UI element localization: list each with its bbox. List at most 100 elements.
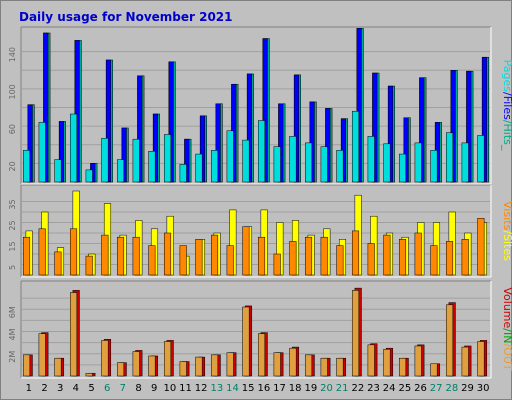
bar-kbytes-out	[367, 344, 375, 377]
bar-pages	[101, 137, 109, 183]
day-label: 25	[398, 383, 411, 394]
bar-visits	[430, 245, 438, 276]
legend-entry: Visits	[501, 201, 512, 230]
day-label: 29	[461, 383, 474, 394]
bar-pages	[477, 135, 485, 183]
day-label: 10	[163, 383, 176, 394]
legend-entry: Pages	[501, 60, 512, 93]
bar-pages	[22, 150, 31, 183]
day-label: 21	[336, 383, 349, 394]
bar-kbytes-out	[430, 363, 438, 377]
bar-files	[450, 70, 456, 183]
bar-kbytes-out	[273, 352, 281, 377]
legend-separator: /	[501, 92, 512, 96]
y-tick-label: 25	[8, 220, 17, 230]
panel-background	[21, 27, 491, 184]
bar-kbytes-out	[242, 306, 250, 377]
bar-pages	[148, 151, 156, 183]
bar-kbytes-out	[54, 357, 62, 377]
bar-pages	[304, 142, 313, 183]
bar-files	[152, 113, 159, 183]
bar-files	[27, 104, 33, 183]
y-tick-label: 60	[8, 124, 17, 134]
day-label: 16	[257, 383, 270, 394]
day-label: 3	[57, 383, 63, 394]
bar-pages	[430, 150, 438, 183]
y-tick-label: 140	[8, 47, 17, 62]
bar-kbytes-out	[85, 373, 93, 377]
bar-pages	[54, 159, 62, 183]
bar-visits	[320, 236, 328, 276]
bar-visits	[116, 236, 125, 276]
bar-kbytes-out	[69, 292, 78, 377]
chart-title: Daily usage for November 2021	[19, 10, 233, 24]
day-label: 2	[41, 383, 47, 394]
panel-background	[21, 281, 491, 378]
bar-files	[372, 72, 378, 183]
bar-visits	[163, 232, 172, 276]
bar-kbytes-out	[320, 357, 328, 377]
panel-visits: 5 15 25 35	[8, 184, 492, 278]
bar-visits	[367, 243, 375, 276]
day-label: 19	[304, 383, 317, 394]
day-label: 15	[242, 383, 255, 394]
bar-pages	[226, 130, 234, 183]
day-label: 22	[351, 383, 364, 394]
day-label: 12	[195, 383, 208, 394]
bar-files	[74, 40, 80, 183]
bar-pages	[273, 146, 281, 183]
bar-pages	[69, 113, 78, 183]
bar-files	[278, 103, 284, 183]
bar-visits	[257, 236, 266, 276]
bar-visits	[179, 245, 187, 276]
bar-pages	[398, 153, 407, 183]
bar-visits	[242, 226, 250, 276]
legend-separator: _	[501, 144, 512, 151]
day-label: 23	[367, 383, 380, 394]
bar-pages	[195, 153, 203, 183]
bar-kbytes-out	[132, 351, 140, 377]
bar-visits	[132, 236, 140, 276]
bar-visits	[351, 230, 360, 276]
bar-kbytes-out	[179, 361, 187, 377]
bar-visits	[22, 236, 31, 276]
bar-visits	[398, 239, 407, 276]
bar-files	[105, 59, 112, 183]
bar-pages	[163, 134, 172, 183]
bar-kbytes-out	[383, 349, 391, 377]
bar-pages	[257, 120, 266, 183]
bar-pages	[38, 122, 46, 183]
day-label: 14	[226, 383, 239, 394]
y-tick-label: 4M	[8, 328, 17, 340]
bar-files	[466, 70, 472, 183]
bar-pages	[210, 150, 219, 183]
bar-kbytes-out	[195, 356, 203, 377]
bar-visits	[461, 239, 469, 276]
day-label: 18	[289, 383, 302, 394]
day-labels: 1 2 3 4 5 6 7 8 9 10 11 12 13 14 15 16 17 18 19 20 21 22 23 24 2…	[26, 383, 490, 394]
bar-files	[199, 115, 206, 183]
y-tick-label: 35	[8, 199, 17, 209]
bar-kbytes-out	[304, 354, 313, 377]
bar-pages	[179, 164, 187, 183]
bar-kbytes-out	[22, 354, 31, 377]
y-tick-label: 15	[8, 241, 17, 251]
legend-visits: Visits/Sites	[501, 201, 512, 261]
bar-kbytes-out	[101, 340, 109, 377]
bar-kbytes-out	[38, 333, 46, 377]
day-label: 11	[179, 383, 192, 394]
bar-files	[481, 56, 488, 183]
bar-files	[43, 32, 49, 183]
day-label: 6	[104, 383, 110, 394]
day-label: 13	[210, 383, 223, 394]
bar-visits	[210, 234, 219, 276]
bar-pages	[351, 110, 360, 183]
bar-visits	[304, 236, 313, 276]
bar-kbytes-out	[477, 341, 485, 377]
bar-kbytes-out	[336, 357, 344, 377]
legend-hits: Pages/Files/Hits_	[501, 60, 512, 151]
day-label: 30	[477, 383, 490, 394]
legends: Pages/Files/Hits_Visits/SitesVolume/IN/O…	[501, 60, 512, 371]
